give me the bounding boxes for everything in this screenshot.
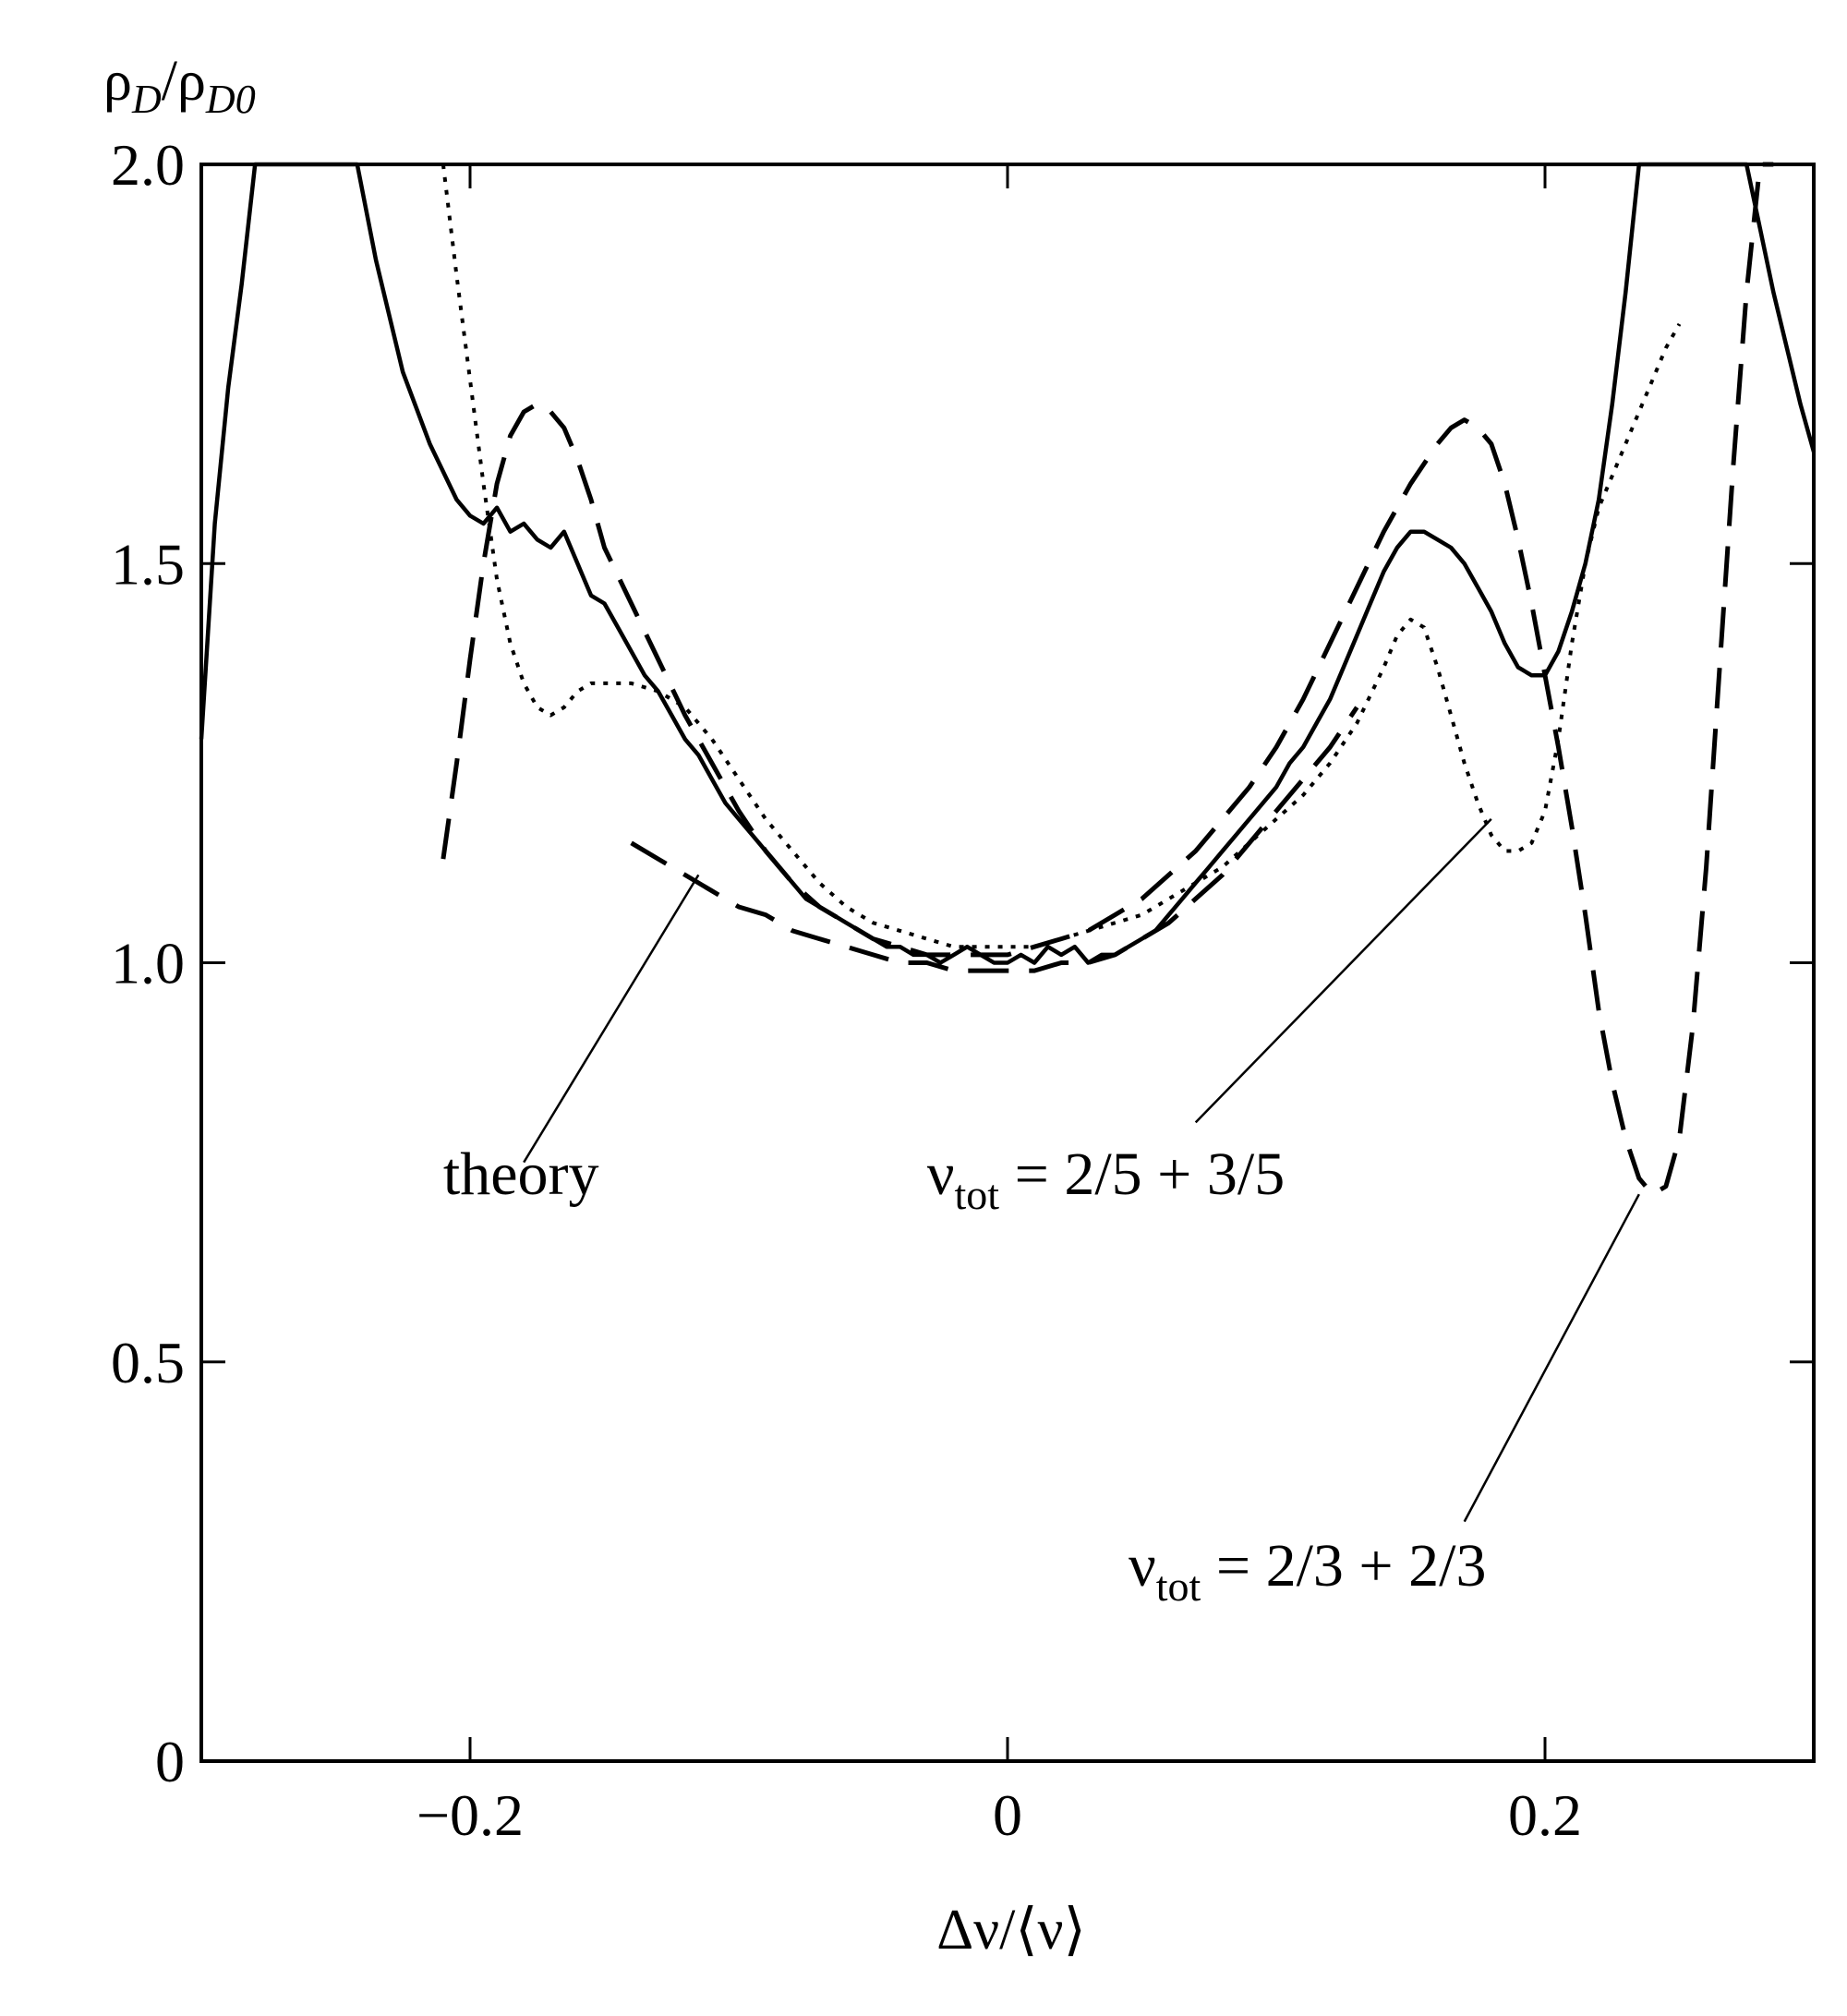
annotations: theory νtot = 2/5 + 3/5 νtot = 2/3 + 2/3 xyxy=(443,818,1640,1610)
y-tick-label: 1.5 xyxy=(111,531,185,597)
x-axis-label: Δν/⟨ν⟩ xyxy=(936,1899,1086,1962)
y-tick-label: 0.5 xyxy=(111,1330,185,1395)
y-axis-label: ρD/ρD0 xyxy=(103,50,256,122)
y-tick-label: 2.0 xyxy=(111,132,185,198)
annotation-label: theory xyxy=(443,1141,599,1208)
x-tick-label: 0 xyxy=(993,1782,1022,1848)
series-line-dashed xyxy=(441,162,1774,1197)
y-tick-label: 0 xyxy=(155,1729,185,1794)
annotation-label: νtot = 2/5 + 3/5 xyxy=(927,1141,1286,1218)
x-tick-label: 0.2 xyxy=(1508,1782,1582,1848)
y-axis-label-sep: / xyxy=(162,50,178,113)
series-line-solid xyxy=(199,162,1817,965)
y-tick-label: 1.0 xyxy=(111,931,185,996)
y-axis-label-rho: ρ xyxy=(103,50,132,113)
x-tick-label: −0.2 xyxy=(416,1782,524,1848)
y-axis-label-rho2: ρ xyxy=(177,50,206,113)
axis-tick-labels: −0.2 0 0.2 0 0.5 1.0 1.5 2.0 xyxy=(111,132,1582,1848)
data-series xyxy=(199,162,1817,1197)
annotation-leader-line xyxy=(523,874,700,1164)
plot-frame xyxy=(199,163,1816,1763)
annotation-leader-line xyxy=(1194,818,1492,1124)
y-axis-label-sub2: D0 xyxy=(205,77,256,122)
series-line-dashed xyxy=(630,706,1359,973)
annotation-label: νtot = 2/3 + 2/3 xyxy=(1129,1532,1487,1610)
annotation-leader-line xyxy=(1463,1193,1640,1523)
y-axis-label-sub: D xyxy=(131,77,162,122)
